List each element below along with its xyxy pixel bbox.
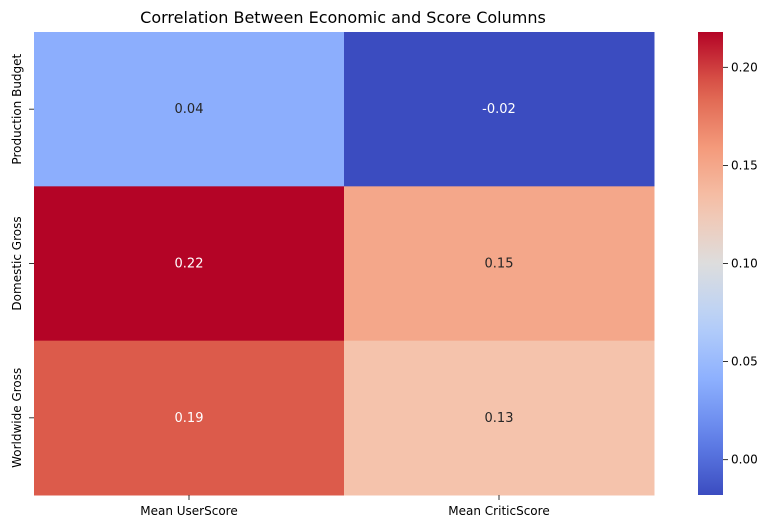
colorbar-tick-label: 0.00 <box>731 453 758 467</box>
cell-value-label: -0.02 <box>482 102 516 117</box>
cell-value-label: 0.22 <box>175 257 204 272</box>
colorbar-tick-label: 0.10 <box>731 257 758 271</box>
x-tick-label: Mean UserScore <box>140 504 237 518</box>
y-axis: Production Budget Domestic Gross Worldwide… <box>10 53 34 468</box>
heatmap-cell <box>344 186 655 342</box>
heatmap-cell <box>34 340 345 496</box>
heatmap-cell <box>344 340 655 496</box>
colorbar-axis: 0.00 0.05 0.10 0.15 0.20 <box>723 60 758 467</box>
heatmap-cell <box>344 32 655 187</box>
colorbar-tick-label: 0.15 <box>731 158 758 172</box>
y-tick-label: Worldwide Gross <box>10 368 24 468</box>
heatmap-cell <box>34 186 345 342</box>
heatmap-cells: 0.04 -0.02 0.22 0.15 0.19 0.13 <box>34 32 655 496</box>
x-axis: Mean UserScore Mean CriticScore <box>140 495 550 518</box>
heatmap-cell <box>34 32 345 187</box>
cell-value-label: 0.19 <box>175 411 204 426</box>
colorbar-tick-label: 0.20 <box>731 60 758 74</box>
colorbar-tick-label: 0.05 <box>731 355 758 369</box>
cell-value-label: 0.04 <box>175 102 204 117</box>
colorbar <box>698 32 723 495</box>
y-tick-label: Domestic Gross <box>10 216 24 310</box>
x-tick-label: Mean CriticScore <box>448 504 549 518</box>
cell-value-label: 0.15 <box>485 257 514 272</box>
y-tick-label: Production Budget <box>10 53 24 164</box>
chart-title: Correlation Between Economic and Score C… <box>140 8 546 27</box>
cell-value-label: 0.13 <box>485 411 514 426</box>
